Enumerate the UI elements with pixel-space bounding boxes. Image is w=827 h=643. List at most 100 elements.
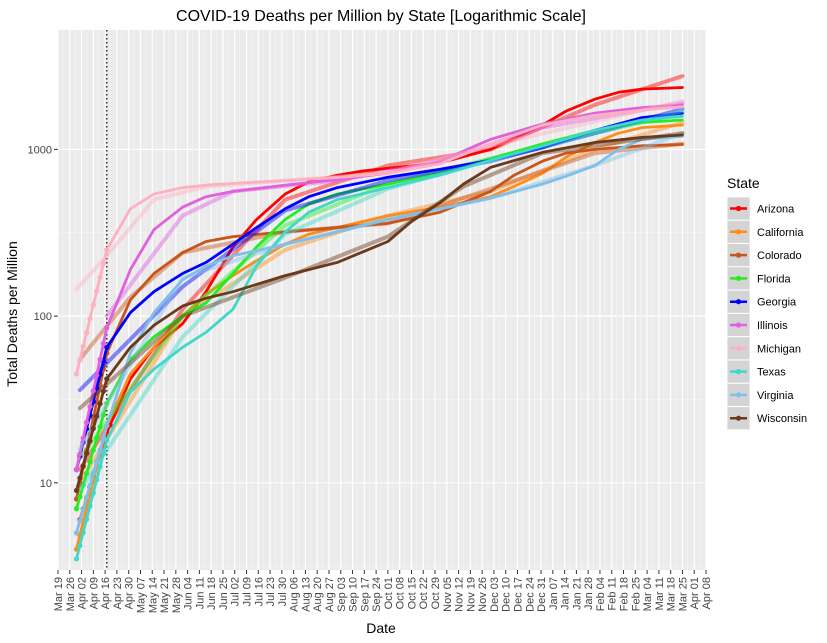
x-tick-label: Apr 09 [88, 577, 100, 609]
series-layer [73, 74, 685, 562]
x-tick-label: Mar 18 [666, 577, 678, 611]
y-tick-label: 1000 [28, 144, 52, 156]
y-tick-label: 10 [40, 478, 52, 490]
x-tick-label: Jul 23 [265, 577, 277, 606]
x-tick-label: Feb 18 [619, 577, 631, 611]
legend-label-virginia: Virginia [757, 390, 794, 402]
x-tick-label: Jul 02 [230, 577, 242, 606]
x-tick-label: Oct 08 [395, 577, 407, 609]
series-illinois [73, 100, 685, 473]
x-tick-label: Jun 04 [183, 577, 195, 610]
legend-label-georgia: Georgia [757, 297, 797, 309]
x-tick-label: Jan 07 [548, 577, 560, 610]
x-tick-label: Feb 11 [607, 577, 619, 610]
y-axis-title: Total Deaths per Million [4, 241, 20, 387]
x-tick-label: Feb 04 [595, 577, 607, 611]
x-tick-label: Jun 18 [206, 577, 218, 610]
legend-label-colorado: Colorado [757, 250, 802, 262]
legend-label-texas: Texas [757, 367, 786, 379]
legend-swatch-dot [735, 229, 742, 235]
data-line-wisconsin [75, 133, 684, 492]
x-tick-label: Jan 14 [560, 577, 572, 610]
x-tick-label: Jul 09 [242, 577, 254, 606]
trend-line-arizona [77, 74, 685, 472]
legend-swatch-dot [735, 275, 742, 281]
legend-label-michigan: Michigan [757, 343, 801, 355]
legend-label-wisconsin: Wisconsin [757, 413, 807, 425]
legend: State Arizona California Colorado Florida Ge… [726, 175, 807, 431]
x-tick-label: Jul 30 [277, 577, 289, 606]
x-tick-label: Jul 16 [253, 577, 265, 606]
legend-swatch-dot [735, 299, 742, 305]
series-texas [73, 109, 685, 562]
x-tick-label: Dec 17 [512, 577, 524, 612]
data-line-georgia [75, 111, 684, 471]
x-tick-label: Mar 04 [642, 577, 654, 611]
data-line-michigan [75, 105, 684, 376]
legend-swatch-dot [735, 345, 742, 351]
x-tick-label: Oct 29 [430, 577, 442, 609]
x-tick-label: Oct 01 [383, 577, 395, 609]
series-wisconsin [73, 131, 685, 494]
x-tick-label: Jun 11 [194, 577, 206, 609]
x-tick-label: Nov 05 [442, 577, 454, 612]
x-tick-label: Dec 24 [524, 577, 536, 612]
grid-lines [57, 30, 707, 570]
data-line-texas [75, 114, 684, 561]
chart-title: COVID-19 Deaths per Million by State [Lo… [176, 8, 586, 25]
legend-label-illinois: Illinois [757, 320, 788, 332]
series-michigan [73, 99, 685, 377]
x-tick-label: Aug 06 [289, 577, 301, 612]
x-tick-label: Sep 24 [371, 577, 383, 612]
x-tick-label: May 14 [147, 577, 159, 613]
x-tick-label: Apr 23 [112, 577, 124, 609]
legend-swatch-dot [735, 392, 742, 398]
x-tick-label: Mar 25 [677, 577, 689, 611]
x-tick-label: Mar 26 [65, 577, 77, 611]
x-tick-label: Apr 01 [689, 577, 701, 609]
x-tick-label: Apr 02 [77, 577, 89, 609]
legend-swatch-dot [735, 252, 742, 258]
x-tick-label: May 28 [171, 577, 183, 613]
x-tick-label: Aug 27 [324, 577, 336, 612]
x-tick-label: May 21 [159, 577, 171, 613]
x-tick-label: Jan 28 [583, 577, 595, 610]
legend-swatch-dot [735, 322, 742, 328]
legend-swatch-dot [735, 369, 742, 375]
x-tick-label: Nov 19 [465, 577, 477, 612]
x-tick-label: Nov 12 [454, 577, 466, 612]
x-tick-label: Sep 17 [359, 577, 371, 612]
x-tick-label: Aug 13 [300, 577, 312, 612]
x-tick-label: Nov 26 [477, 577, 489, 612]
x-tick-label: Mar 11 [654, 577, 666, 610]
x-tick-label: Aug 20 [312, 577, 324, 612]
legend-swatch-dot [735, 205, 742, 212]
y-tick-label: 100 [34, 311, 52, 323]
x-tick-label: Sep 03 [336, 577, 348, 612]
data-line-florida [75, 118, 684, 510]
data-line-illinois [75, 103, 684, 471]
legend-label-arizona: Arizona [757, 204, 795, 216]
x-tick-label: Jan 21 [571, 577, 583, 610]
data-line-virginia [75, 134, 684, 535]
legend-swatch-dot [735, 415, 742, 421]
x-tick-label: May 07 [135, 577, 147, 613]
x-tick-label: Oct 22 [418, 577, 430, 609]
x-tick-label: Dec 10 [501, 577, 513, 612]
x-tick-label: Dec 03 [489, 577, 501, 612]
x-tick-label: Mar 19 [53, 577, 65, 611]
series-virginia [73, 131, 685, 536]
x-tick-label: Apr 08 [701, 577, 713, 609]
x-tick-label: Jun 25 [218, 577, 230, 610]
x-axis-title: Date [366, 620, 396, 636]
legend-label-california: California [757, 227, 804, 239]
x-tick-label: Feb 25 [630, 577, 642, 611]
x-tick-label: Sep 10 [348, 577, 360, 612]
x-tick-label: Apr 16 [100, 577, 112, 609]
series-florida [73, 111, 685, 512]
x-tick-label: Dec 31 [536, 577, 548, 612]
x-tick-label: Oct 15 [406, 577, 418, 609]
x-tick-label: Apr 30 [124, 577, 136, 609]
